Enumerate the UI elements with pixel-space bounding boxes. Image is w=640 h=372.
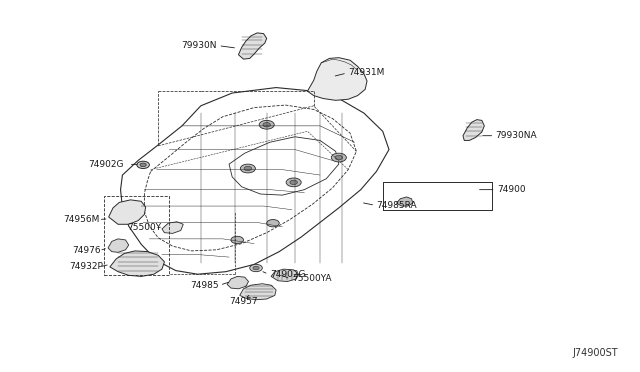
Text: 74957: 74957 [229, 298, 258, 307]
Text: 74976: 74976 [72, 246, 101, 255]
Polygon shape [227, 276, 248, 289]
Circle shape [290, 180, 298, 185]
Polygon shape [239, 33, 267, 59]
Circle shape [259, 121, 274, 129]
Circle shape [241, 164, 255, 173]
Polygon shape [463, 120, 484, 141]
Polygon shape [307, 58, 367, 100]
Polygon shape [162, 222, 183, 233]
Text: 79930NA: 79930NA [495, 131, 537, 140]
Circle shape [267, 219, 279, 227]
Circle shape [250, 264, 262, 272]
Text: 74902G: 74902G [88, 160, 124, 169]
Circle shape [286, 178, 301, 187]
Text: 74902G: 74902G [270, 270, 305, 279]
Circle shape [253, 266, 259, 270]
Text: 74956M: 74956M [63, 215, 99, 224]
Text: 75500Y: 75500Y [127, 224, 161, 232]
Text: J74900ST: J74900ST [572, 348, 618, 358]
Polygon shape [108, 239, 129, 252]
Circle shape [231, 236, 243, 244]
Text: 74931M: 74931M [348, 68, 385, 77]
Polygon shape [271, 269, 299, 282]
Polygon shape [240, 284, 276, 300]
Text: 75500YA: 75500YA [292, 275, 332, 283]
Polygon shape [110, 251, 164, 276]
Circle shape [263, 122, 271, 127]
Circle shape [244, 166, 252, 171]
Text: 79930N: 79930N [181, 41, 216, 50]
Circle shape [140, 163, 147, 167]
Polygon shape [397, 197, 413, 206]
Circle shape [332, 153, 346, 162]
Text: 74900: 74900 [497, 185, 525, 194]
Circle shape [137, 161, 149, 169]
Polygon shape [109, 200, 146, 224]
Circle shape [335, 155, 342, 160]
Text: 74985RA: 74985RA [376, 201, 417, 210]
Text: 74932P: 74932P [69, 262, 103, 272]
Text: 74985: 74985 [190, 280, 218, 290]
